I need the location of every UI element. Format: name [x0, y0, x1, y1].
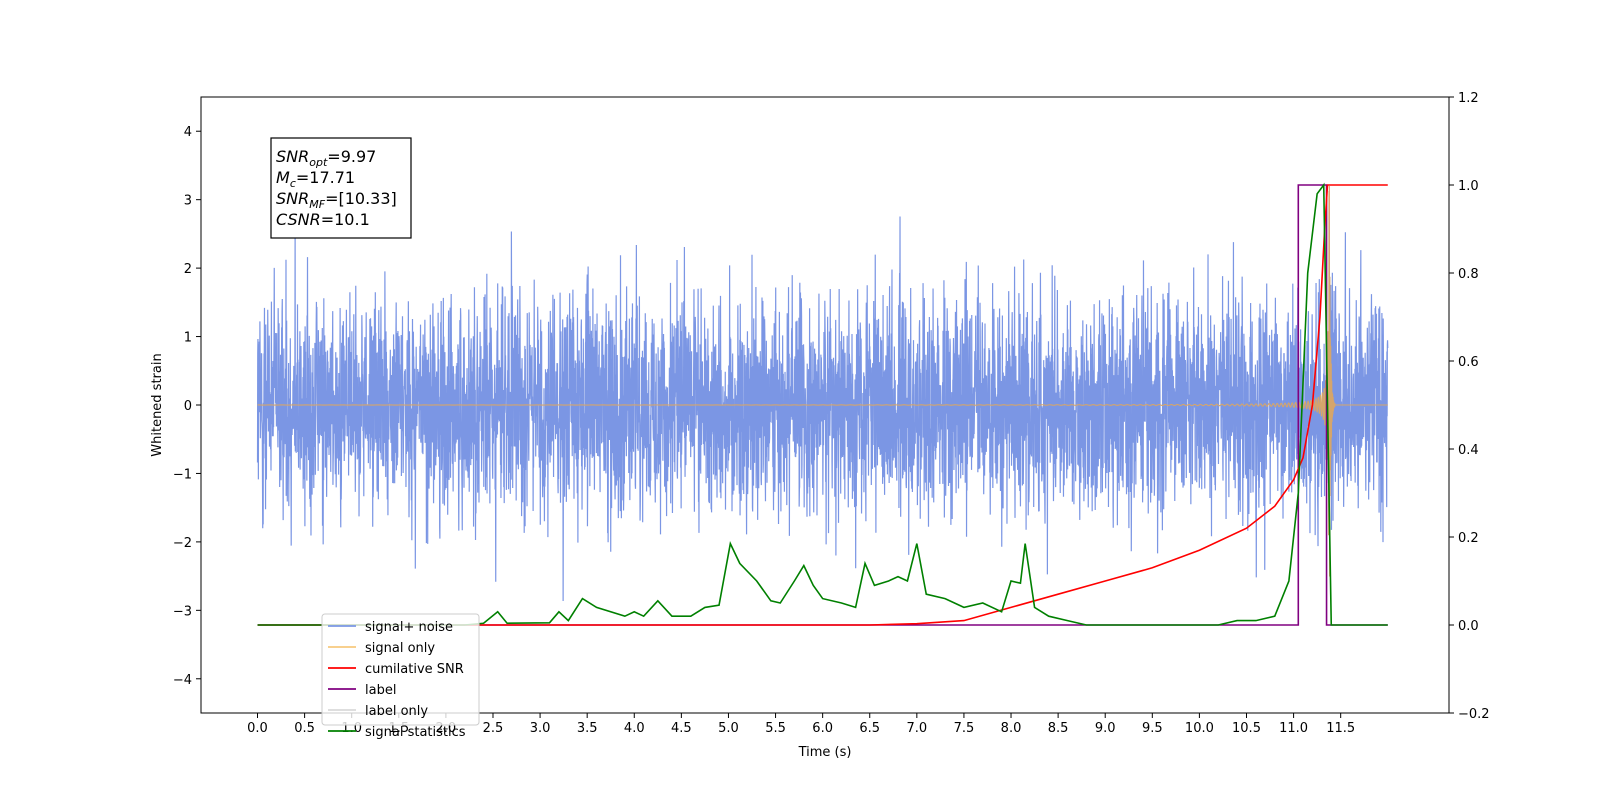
- y-left-tick-label: 2: [184, 262, 192, 277]
- x-tick-label: 6.5: [859, 721, 880, 736]
- y-left-tick-label: 4: [184, 125, 192, 140]
- annotation-line: Mc=17.71: [276, 168, 355, 190]
- y-axis-right: 1.2 1.0 0.8 0.6 0.4 0.2 0.0 −0.2: [1449, 91, 1490, 722]
- annotation-line: SNRMF=[10.33]: [276, 189, 397, 211]
- y-right-tick-label: 1.2: [1458, 91, 1479, 106]
- x-tick-label: 5.0: [718, 721, 739, 736]
- annotation-symbol: M: [276, 168, 290, 187]
- x-tick-label: 4.5: [671, 721, 692, 736]
- x-tick-label: 8.5: [1048, 721, 1069, 736]
- x-tick-label: 11.5: [1326, 721, 1355, 736]
- series-signal-statistics-line: [257, 182, 1388, 626]
- y-right-tick-label: 0.4: [1458, 443, 1479, 458]
- annotation-frame: [270, 137, 412, 239]
- annotation-subscript: MF: [309, 198, 325, 211]
- y-right-tick-label: 0.2: [1458, 531, 1479, 546]
- x-tick-label: 4.0: [624, 721, 645, 736]
- plot-series-layer: [256, 182, 1389, 626]
- legend-label: signal statistics: [365, 725, 466, 740]
- y-left-tick-label: −1: [173, 467, 192, 482]
- x-tick-label: 6.0: [812, 721, 833, 736]
- legend: signal+ noise signal only cumilative SNR la…: [321, 613, 480, 740]
- y-left-tick-label: 1: [184, 331, 192, 346]
- legend-label: cumilative SNR: [365, 662, 464, 677]
- x-tick-label: 3.5: [577, 721, 598, 736]
- legend-frame: [321, 613, 480, 726]
- y-right-tick-label: −0.2: [1458, 707, 1490, 722]
- y-left-tick-label: 0: [184, 399, 192, 414]
- series-cumulative-snr-line: [257, 184, 1388, 626]
- annotation-value: =[10.33]: [325, 189, 397, 208]
- y-left-tick-label: 3: [184, 194, 192, 209]
- y-right-tick-label: 0.0: [1458, 619, 1479, 634]
- x-tick-label: 10.5: [1232, 721, 1261, 736]
- annotation-value: =10.1: [321, 210, 370, 229]
- x-tick-label: 10.0: [1185, 721, 1214, 736]
- legend-label: label: [365, 683, 396, 698]
- legend-label: signal+ noise: [365, 620, 453, 635]
- series-signal-noise-line: [256, 216, 1389, 602]
- y-left-tick-label: −2: [173, 536, 192, 551]
- annotation-subscript: opt: [309, 156, 328, 169]
- x-axis-label: Time (s): [798, 745, 852, 760]
- x-tick-label: 0.5: [294, 721, 315, 736]
- y-right-tick-label: 0.6: [1458, 355, 1479, 370]
- annotation-line: CSNR=10.1: [276, 210, 370, 229]
- x-tick-label: 5.5: [765, 721, 786, 736]
- x-tick-label: 7.5: [954, 721, 975, 736]
- annotation-symbol: SNR: [276, 189, 309, 208]
- x-tick-label: 2.5: [483, 721, 504, 736]
- annotation-value: =9.97: [327, 147, 376, 166]
- y-axis-left: 4 3 2 1 0 −1 −2 −3 −4: [173, 125, 201, 688]
- annotation-symbol: CSNR: [276, 210, 321, 229]
- annotation-subscript: c: [290, 177, 296, 190]
- legend-label: label only: [365, 704, 428, 719]
- x-tick-label: 7.0: [906, 721, 927, 736]
- x-tick-label: 8.0: [1001, 721, 1022, 736]
- y-right-tick-label: 0.8: [1458, 267, 1479, 282]
- x-tick-label: 0.0: [247, 721, 268, 736]
- x-tick-label: 11.0: [1279, 721, 1308, 736]
- annotation-symbol: SNR: [276, 147, 309, 166]
- series-signal-only-line: [257, 185, 1388, 577]
- y-left-tick-label: −3: [173, 604, 192, 619]
- x-tick-label: 9.0: [1095, 721, 1116, 736]
- annotation-box: SNRopt=9.97Mc=17.71SNRMF=[10.33]CSNR=10.…: [270, 137, 412, 239]
- x-tick-label: 9.5: [1142, 721, 1163, 736]
- legend-label: signal only: [365, 641, 435, 656]
- x-tick-label: 3.0: [530, 721, 551, 736]
- annotation-value: =17.71: [296, 168, 355, 187]
- y-axis-left-label: Whitened strain: [150, 353, 165, 456]
- y-left-tick-label: −4: [173, 673, 192, 688]
- y-right-tick-label: 1.0: [1458, 179, 1479, 194]
- annotation-line: SNRopt=9.97: [276, 147, 376, 169]
